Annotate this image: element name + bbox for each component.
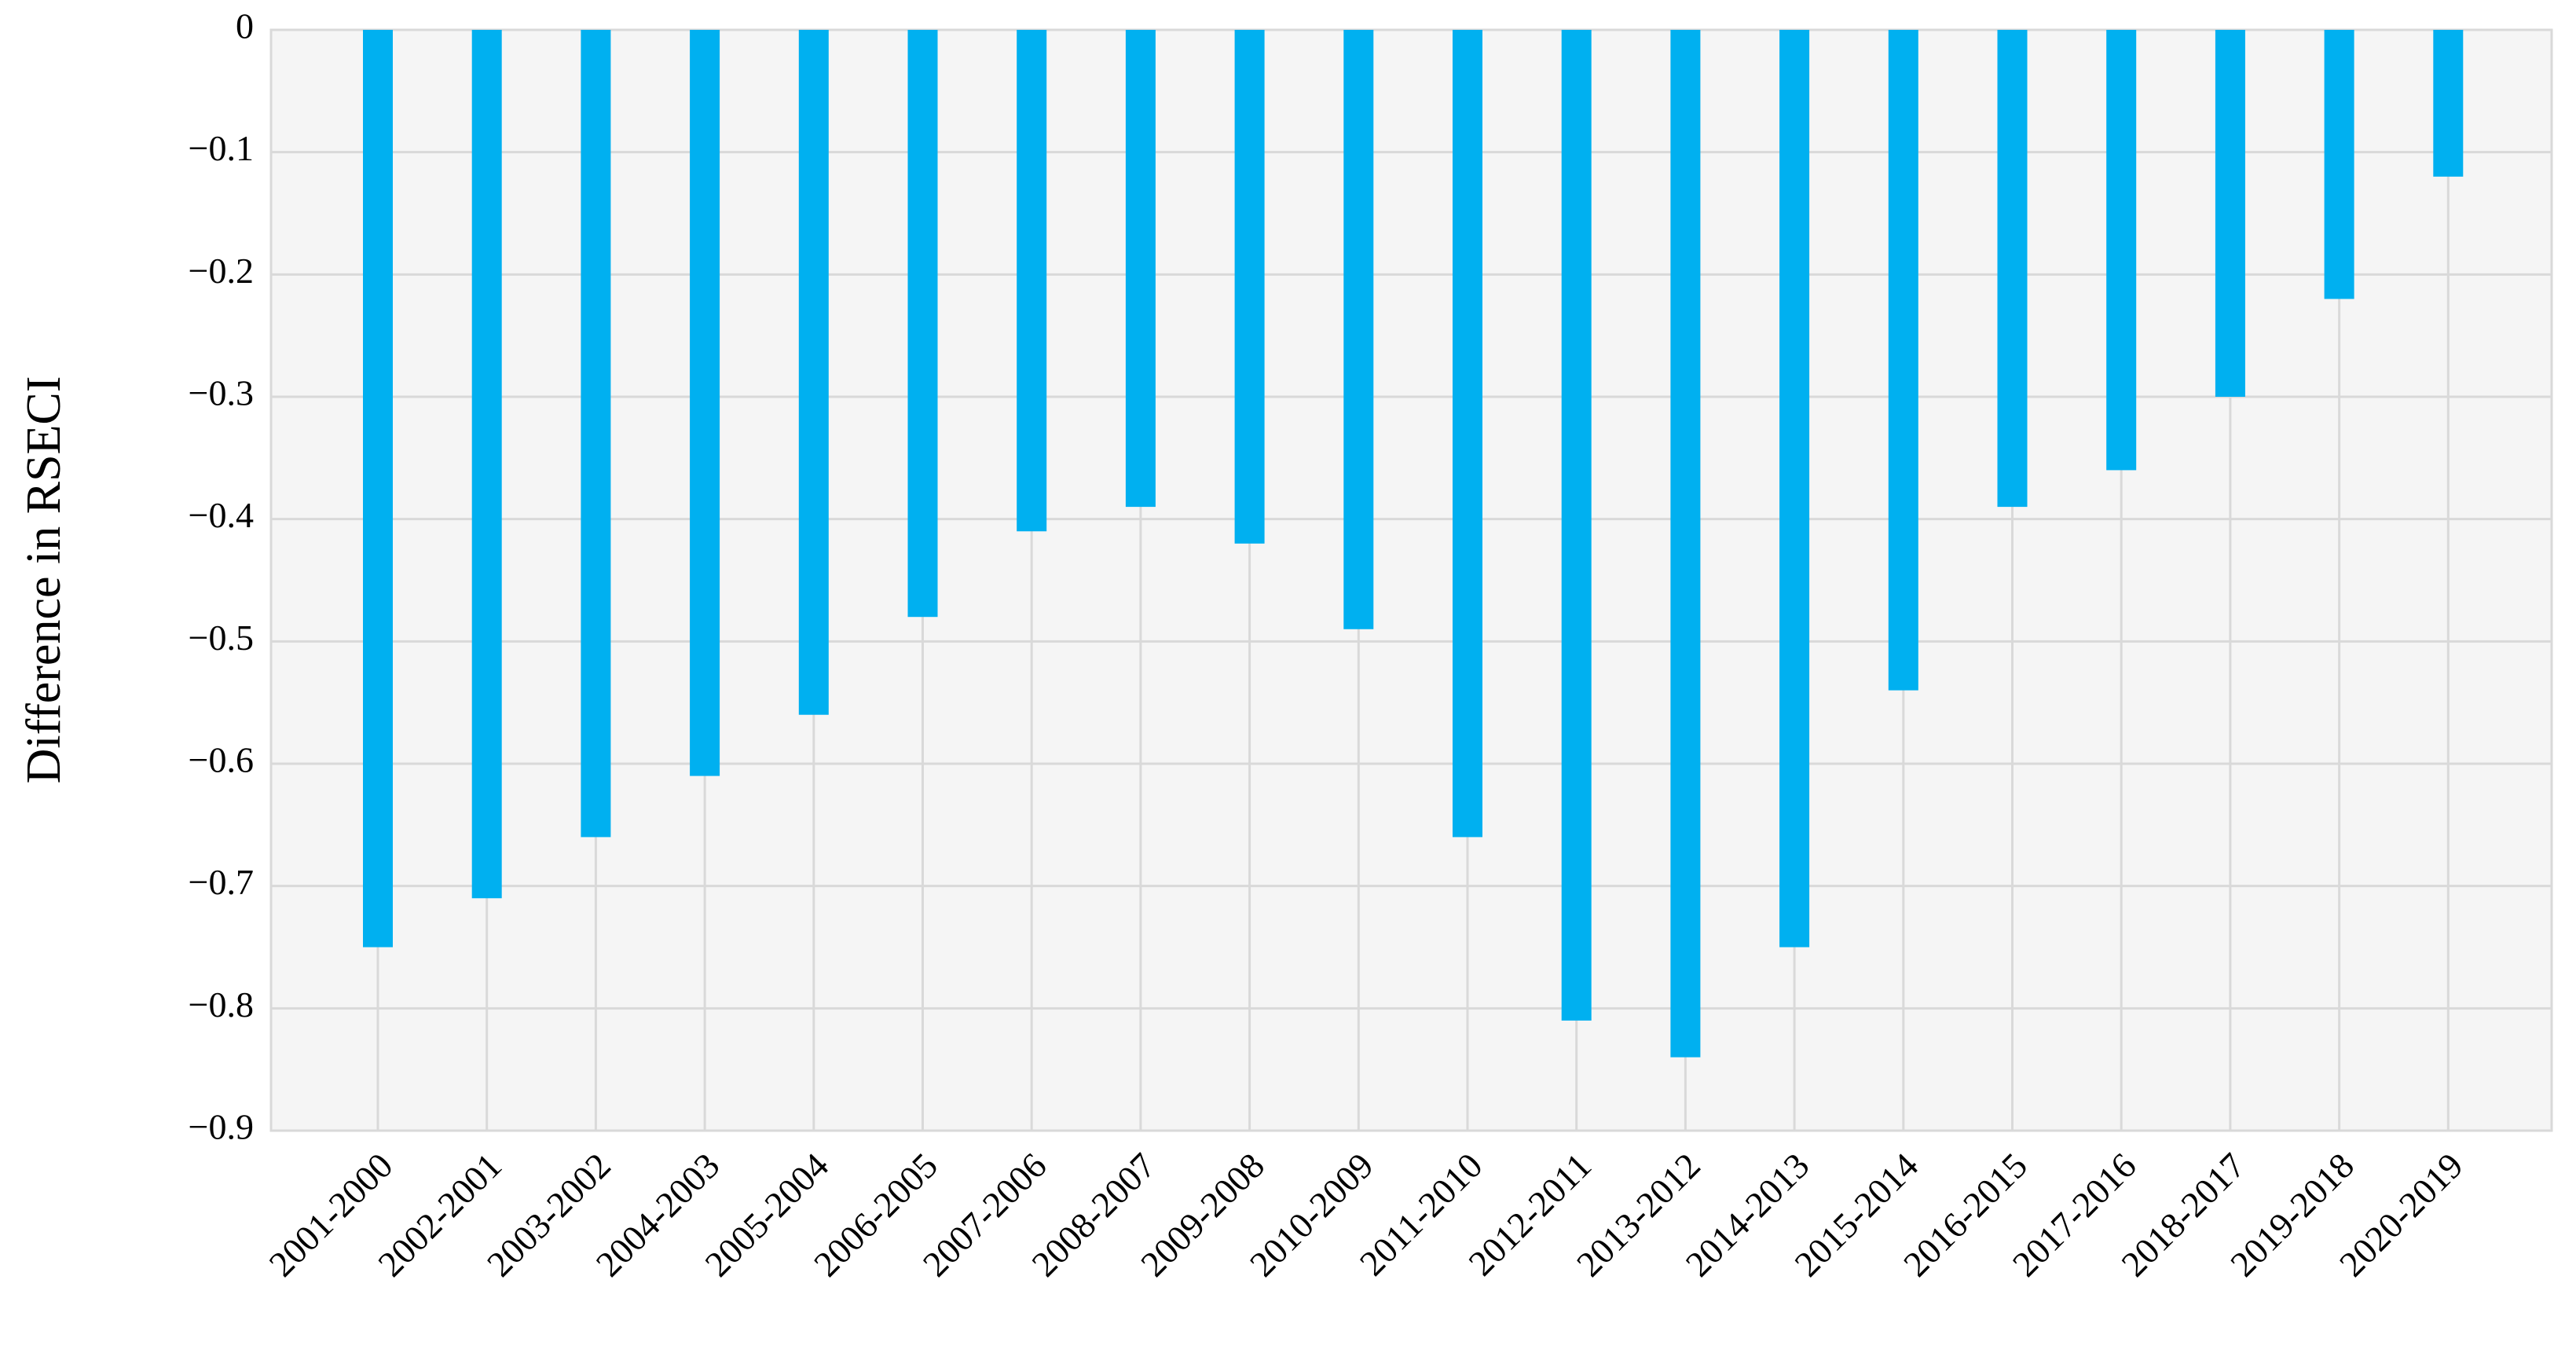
- bar: [690, 30, 720, 776]
- y-tick-label: −0.7: [189, 862, 254, 902]
- y-tick-label: −0.2: [189, 251, 254, 291]
- y-tick-label: −0.8: [189, 984, 254, 1025]
- bar: [581, 30, 611, 838]
- y-tick-label: 0: [236, 6, 254, 46]
- y-axis-title: Difference in RSECI: [17, 376, 71, 784]
- y-tick-label: −0.6: [189, 740, 254, 780]
- bar: [1125, 30, 1156, 508]
- bar: [1017, 30, 1047, 532]
- bar: [363, 30, 393, 948]
- bar: [471, 30, 502, 899]
- y-tick-label: −0.4: [189, 495, 254, 535]
- y-tick-label: −0.9: [189, 1107, 254, 1147]
- y-tick-label: −0.1: [189, 128, 254, 168]
- bar: [2106, 30, 2137, 471]
- bar: [798, 30, 829, 715]
- bar: [1561, 30, 1592, 1021]
- bar: [1779, 30, 1810, 948]
- bar: [2215, 30, 2245, 397]
- y-tick-label: −0.3: [189, 373, 254, 413]
- plot-area: [269, 28, 2553, 1132]
- bar: [1343, 30, 1374, 629]
- bar: [1453, 30, 1482, 838]
- bar: [1888, 30, 1918, 691]
- bar: [2433, 30, 2464, 177]
- bar: [907, 30, 938, 618]
- y-tick-label: −0.5: [189, 618, 254, 658]
- bar: [1234, 30, 1265, 544]
- bar: [2324, 30, 2354, 299]
- bar: [1997, 30, 2028, 508]
- bar: [1670, 30, 1701, 1058]
